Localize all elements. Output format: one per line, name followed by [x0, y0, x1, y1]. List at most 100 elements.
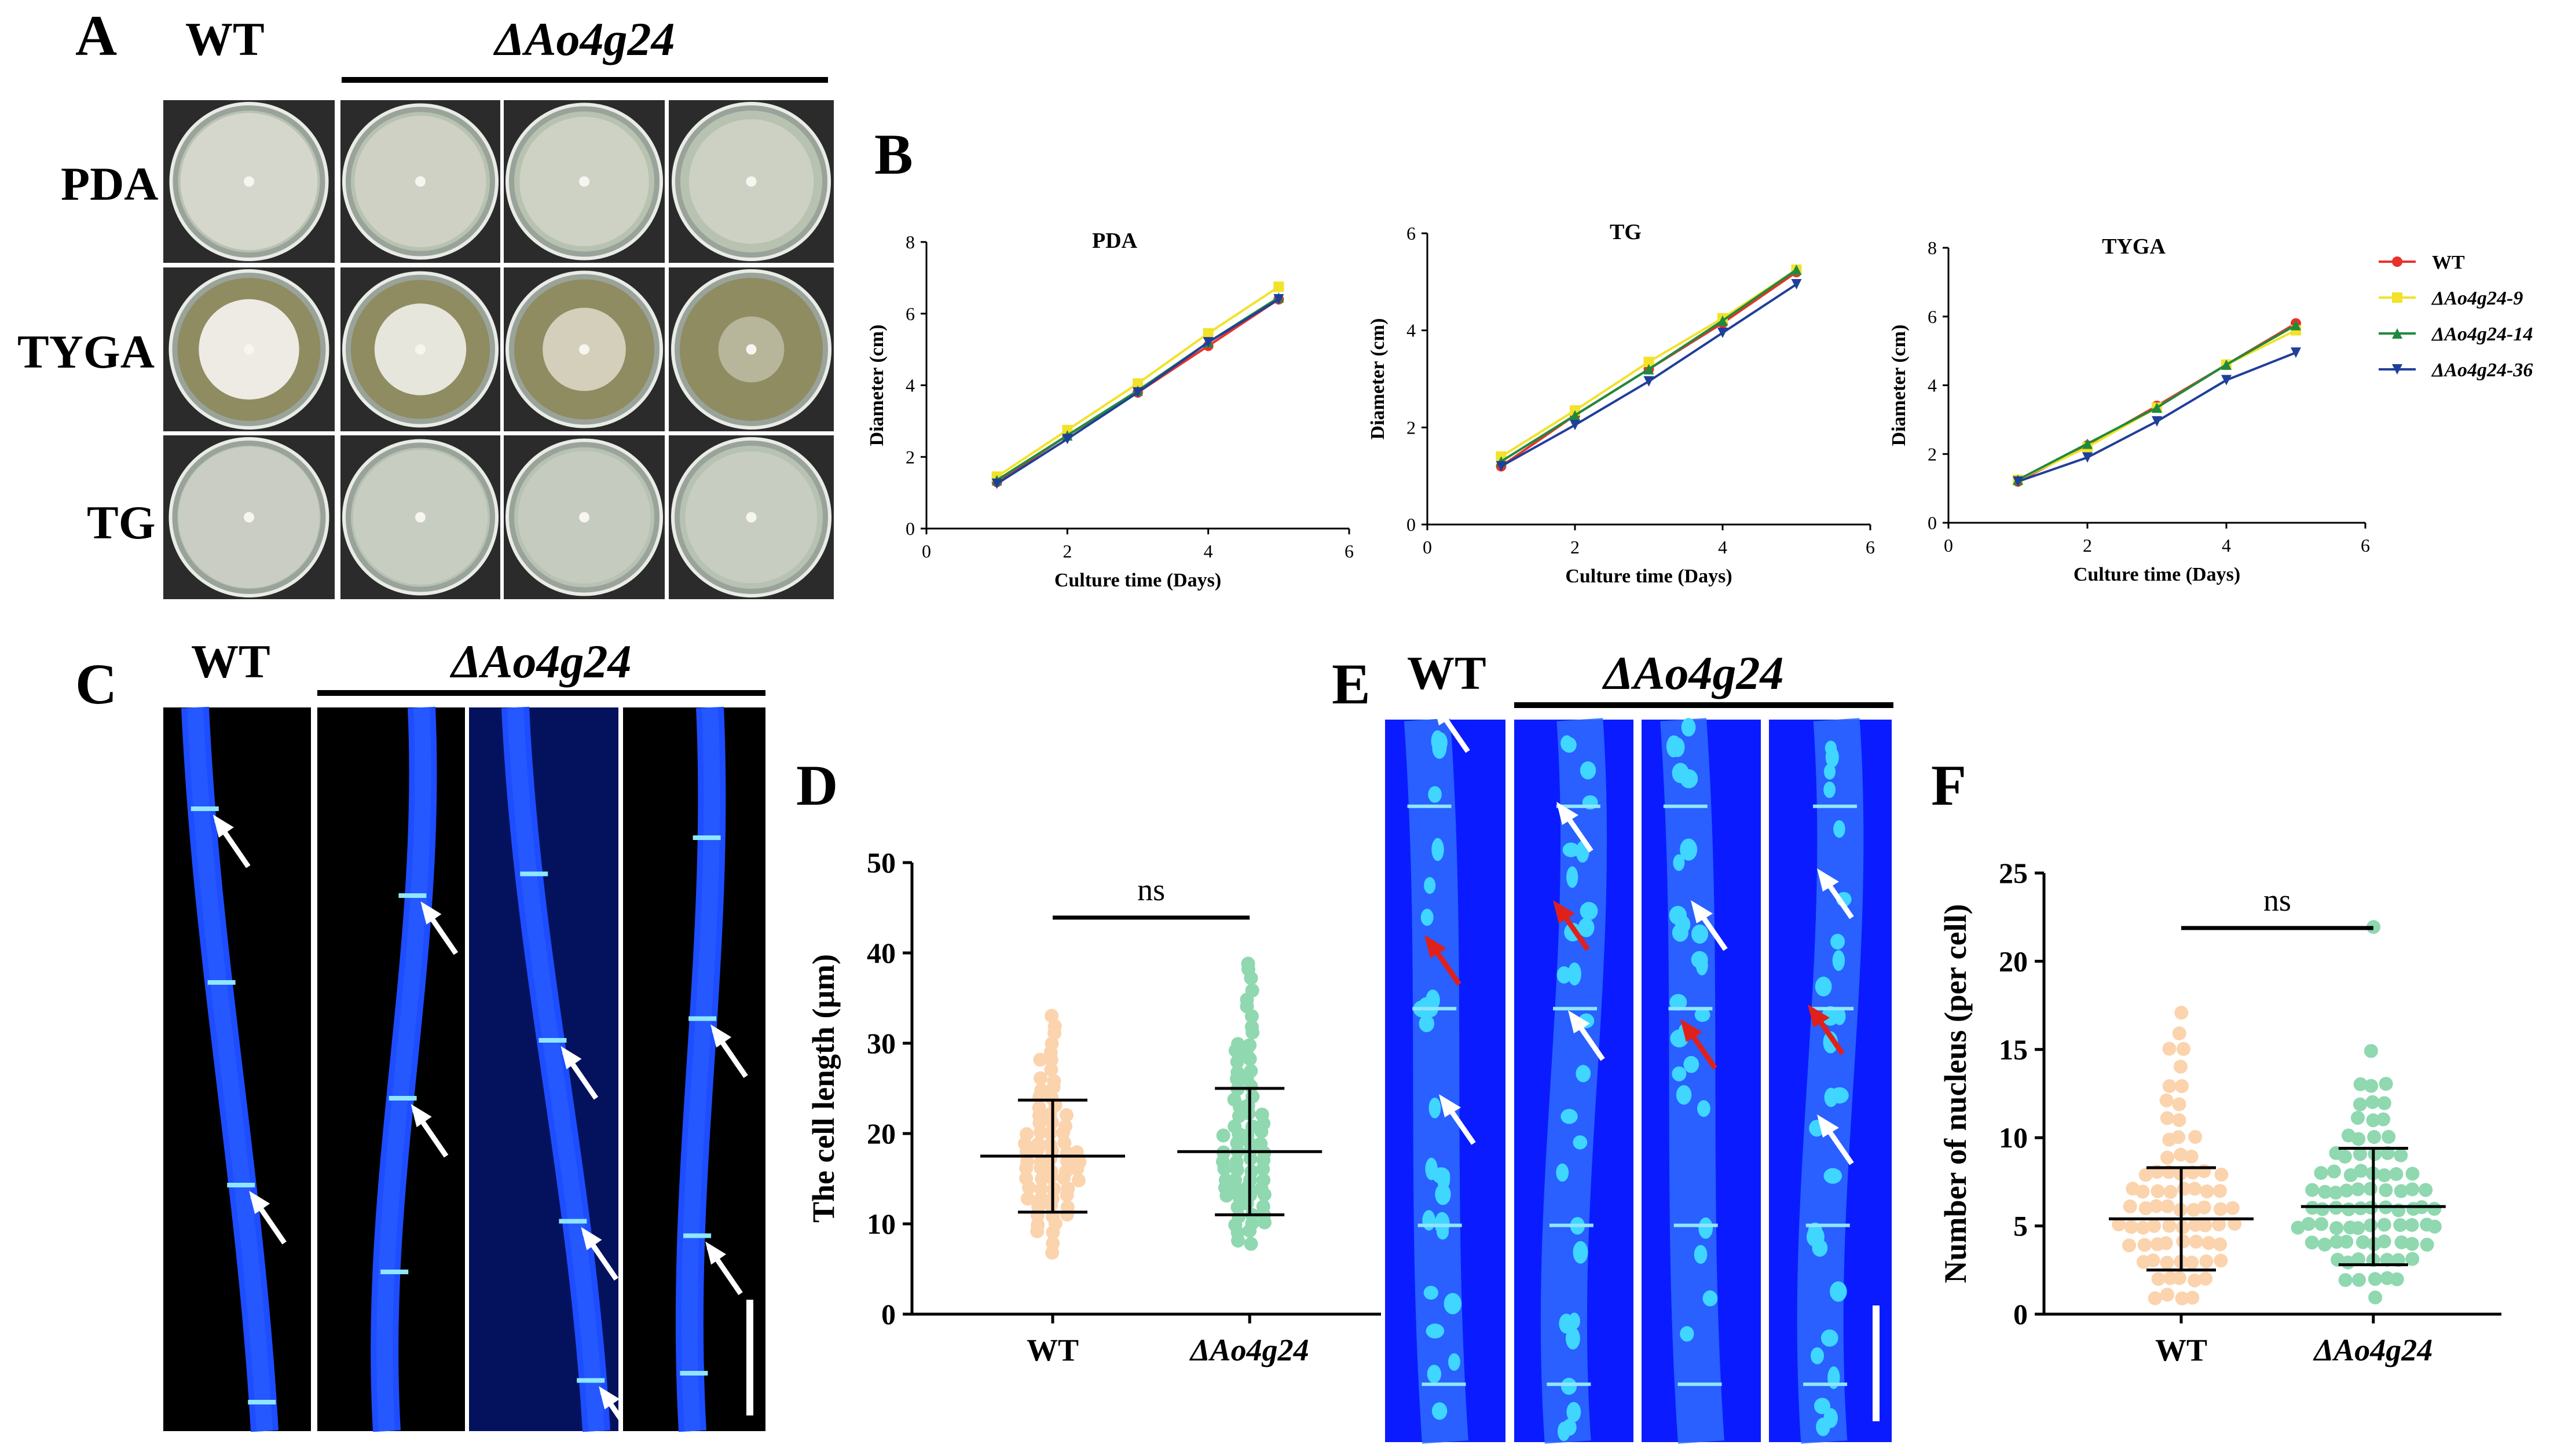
- y-tick-label: 10: [867, 1208, 896, 1240]
- row-label-tg: TG: [87, 496, 155, 549]
- data-point: [2427, 1219, 2442, 1234]
- y-axis-label: Diameter (cm): [1888, 325, 1910, 446]
- nucleus: [1823, 1031, 1838, 1054]
- data-point: [2342, 1202, 2356, 1216]
- panel-label-b: B: [874, 122, 913, 186]
- chart-tyga: 0 2 4 6 0 2 4 6 8 Culture time (Days) Diameter (cm…: [1888, 234, 2370, 585]
- panel-d: D 0 10 20 30 40 50 The cell length (μm) WT ΔAo4g…: [796, 753, 1381, 1367]
- data-point: [2082, 438, 2093, 449]
- data-point: [2124, 1220, 2138, 1234]
- data-point: [1245, 983, 1259, 997]
- data-point: [2175, 1291, 2189, 1305]
- data-point: [1216, 1128, 1230, 1143]
- data-point: [2317, 1237, 2332, 1252]
- data-point: [2291, 320, 2301, 331]
- nucleus: [1568, 1312, 1580, 1330]
- nucleus: [1576, 1065, 1591, 1083]
- inoculation-point: [415, 344, 426, 355]
- data-point: [2420, 1238, 2434, 1252]
- data-point: [2353, 1097, 2367, 1112]
- data-point: [2172, 1097, 2186, 1112]
- data-point: [1060, 1108, 1074, 1123]
- panel-c-wt-label: WT: [191, 635, 270, 688]
- data-point: [2148, 1291, 2162, 1305]
- panel-a: A WT ΔAo4g24 PDA TYGA TG: [17, 3, 834, 599]
- hypha-lumen: [507, 707, 605, 1432]
- data-point: [1273, 281, 1284, 292]
- nucleus: [1428, 786, 1442, 803]
- data-point: [2201, 1236, 2216, 1250]
- data-point: [2394, 1235, 2409, 1249]
- data-point: [1570, 410, 1580, 421]
- data-point: [1717, 315, 1728, 326]
- y-tick-label: 10: [1999, 1121, 2028, 1154]
- data-point: [2197, 1200, 2211, 1215]
- nucleus: [1680, 1326, 1694, 1342]
- data-point: [2377, 1217, 2391, 1232]
- y-tick-label: 0: [1928, 512, 1937, 533]
- data-point: [1643, 376, 1654, 387]
- data-point: [2082, 452, 2093, 463]
- nucleus: [1573, 1241, 1588, 1264]
- data-point: [991, 478, 1002, 489]
- data-point: [2175, 1220, 2190, 1235]
- data-point: [1044, 1062, 1058, 1077]
- nucleus: [1424, 877, 1436, 894]
- data-point: [2152, 402, 2162, 413]
- data-point: [2379, 1077, 2393, 1091]
- nucleus: [1833, 820, 1845, 838]
- data-point: [2173, 1059, 2188, 1074]
- y-tick-label: 8: [1928, 237, 1937, 258]
- x-axis-label: Culture time (Days): [1054, 570, 1221, 591]
- data-point: [2343, 1220, 2357, 1235]
- nucleus: [1580, 761, 1596, 780]
- data-point: [2291, 1220, 2305, 1235]
- nucleus: [1426, 1323, 1445, 1338]
- data-point: [1229, 1155, 1244, 1169]
- data-point: [2199, 1254, 2214, 1268]
- data-point: [2221, 359, 2232, 370]
- data-point: [2318, 1184, 2332, 1199]
- chart-cell-length: 0 10 20 30 40 50 The cell length (μm) WT ΔAo4g24…: [806, 846, 1381, 1367]
- y-tick-label: 6: [1928, 306, 1937, 327]
- data-point: [2189, 1234, 2203, 1249]
- nucleus: [1824, 1087, 1838, 1107]
- x-tick-label: 2: [2083, 535, 2092, 556]
- hypha-lumen: [376, 707, 431, 1432]
- data-point: [1243, 1038, 1257, 1052]
- data-point: [2176, 1234, 2190, 1249]
- data-point: [1230, 1055, 1244, 1069]
- data-point: [2366, 1113, 2380, 1128]
- data-point: [2163, 1271, 2178, 1285]
- nucleus: [1832, 950, 1845, 971]
- data-point: [2172, 1113, 2186, 1127]
- y-tick-label: 0: [2013, 1298, 2028, 1330]
- y-tick-label: 8: [906, 232, 915, 252]
- data-point: [2136, 1220, 2151, 1235]
- y-tick-label: 2: [1406, 417, 1416, 438]
- data-point: [1020, 1154, 1034, 1169]
- data-point: [1058, 1119, 1073, 1134]
- nucleus: [1823, 1168, 1842, 1184]
- significance-label: ns: [1137, 872, 1165, 907]
- x-tick-label: 4: [1204, 541, 1213, 562]
- y-tick-label: 6: [906, 303, 915, 324]
- nucleus: [1691, 951, 1708, 969]
- data-point: [2363, 1182, 2378, 1196]
- inoculation-point: [746, 512, 757, 523]
- data-point: [1218, 1173, 1233, 1187]
- inoculation-point: [579, 512, 589, 523]
- y-tick-label: 4: [1406, 320, 1416, 341]
- data-point: [2392, 364, 2402, 375]
- data-point: [1244, 1019, 1259, 1034]
- data-point: [1031, 1218, 1045, 1233]
- y-tick-label: 0: [1406, 514, 1416, 535]
- nucleus: [1562, 842, 1580, 857]
- data-point: [2367, 1130, 2382, 1145]
- data-point: [2393, 1218, 2408, 1233]
- hypha-lumen: [681, 707, 720, 1432]
- y-tick-label: 0: [906, 518, 915, 539]
- data-point: [1791, 264, 1802, 275]
- data-point: [2405, 1217, 2419, 1232]
- x-tick-label: 6: [2361, 535, 2370, 556]
